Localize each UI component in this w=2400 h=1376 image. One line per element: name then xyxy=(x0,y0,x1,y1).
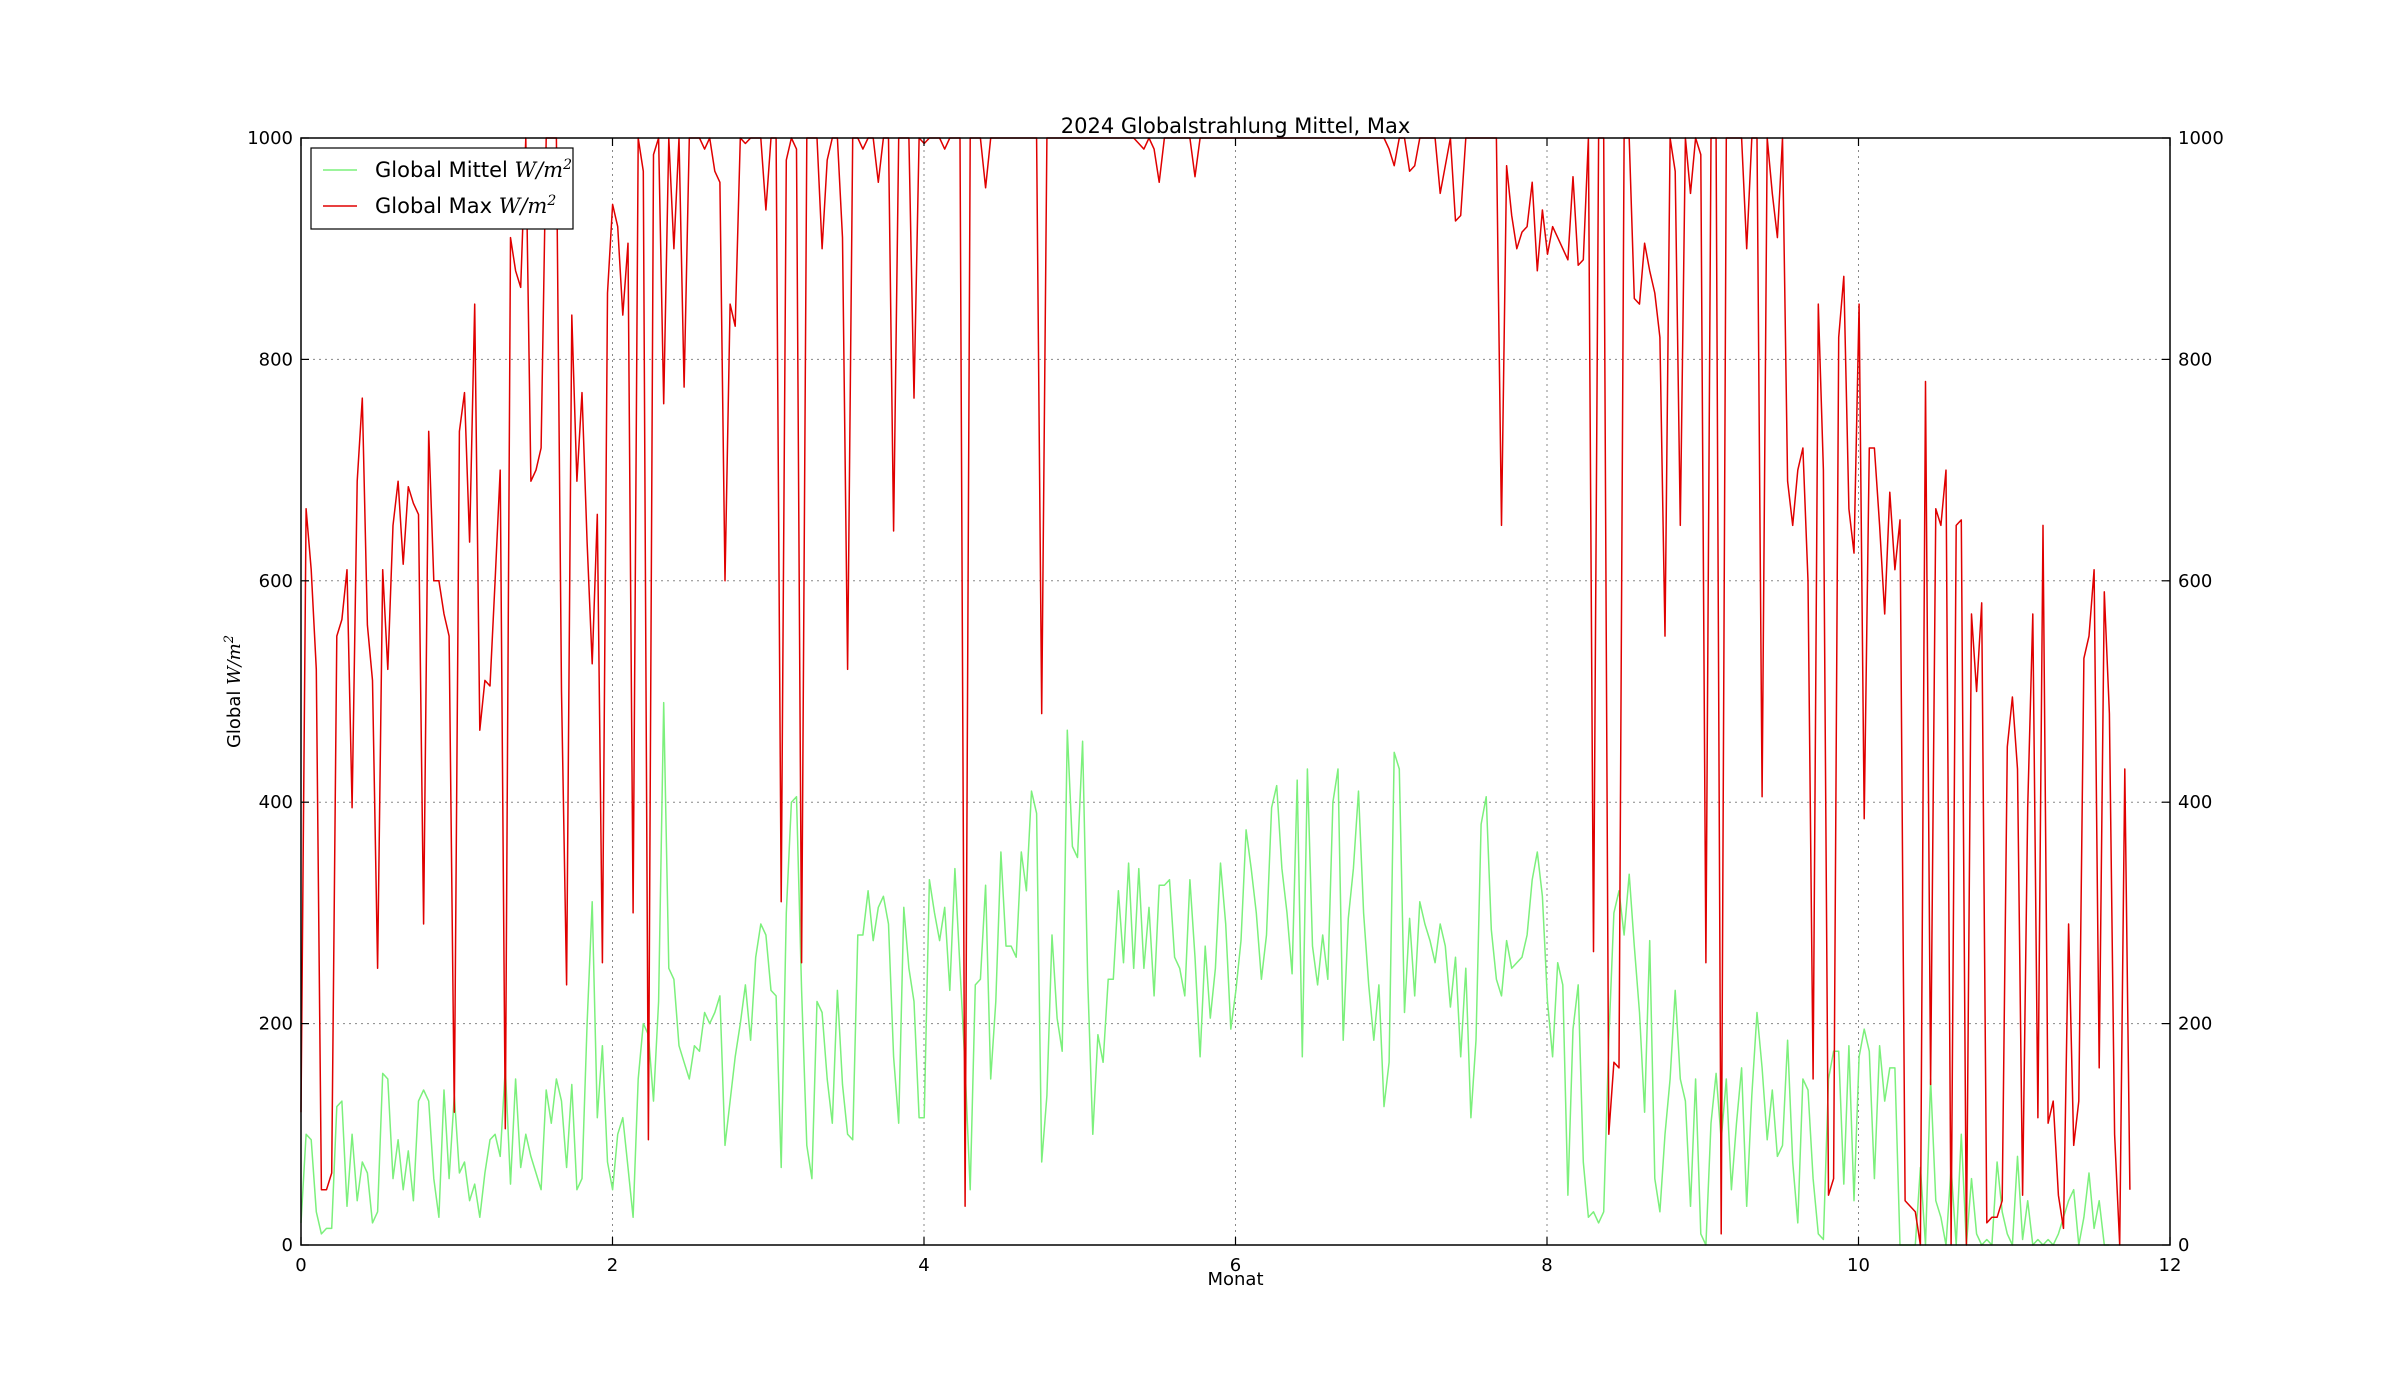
grid-lines xyxy=(301,138,2170,1245)
series-line-global-max xyxy=(300,137,2131,1246)
legend-box xyxy=(310,147,574,230)
x-tick-label: 6 xyxy=(1230,1255,1241,1276)
series-lines xyxy=(300,137,2131,1246)
chart-title: 2024 Globalstrahlung Mittel, Max xyxy=(1061,114,1411,138)
legend-entry-name: Global Max xyxy=(375,194,499,218)
y-axis-label-exponent: 2 xyxy=(222,635,237,644)
legend-entry-unit: W/m xyxy=(499,194,548,218)
x-axis-label: Monat xyxy=(1207,1269,1263,1290)
y-tick-label-left: 0 xyxy=(282,1235,293,1256)
x-tick-label: 4 xyxy=(918,1255,929,1276)
y-tick-label-right: 800 xyxy=(2178,349,2212,370)
legend-entry-exponent: 2 xyxy=(562,157,572,173)
y-tick-label-right: 1000 xyxy=(2178,128,2224,149)
y-tick-label-left: 600 xyxy=(259,571,293,592)
legend-entry-unit: W/m xyxy=(515,158,564,182)
y-tick-label-left: 200 xyxy=(259,1014,293,1035)
legend-entry-name: Global Mittel xyxy=(375,158,515,182)
y-tick-label-left: 800 xyxy=(259,349,293,370)
x-tick-label: 12 xyxy=(2159,1255,2182,1276)
x-tick-label: 8 xyxy=(1541,1255,1552,1276)
x-tick-label: 10 xyxy=(1847,1255,1870,1276)
y-axis-label-unit: W/m xyxy=(224,643,245,685)
series-line-global-mittel xyxy=(300,701,2110,1246)
x-tick-label: 0 xyxy=(295,1255,306,1276)
y-axis-label: Global W/m2 xyxy=(222,635,245,748)
y-tick-label-left: 400 xyxy=(259,792,293,813)
y-tick-label-right: 600 xyxy=(2178,571,2212,592)
x-tick-label: 2 xyxy=(607,1255,618,1276)
legend-entry-label: Global Max W/m2 xyxy=(375,193,556,218)
y-tick-label-right: 0 xyxy=(2178,1235,2189,1256)
y-tick-label-right: 200 xyxy=(2178,1014,2212,1035)
y-tick-label-right: 400 xyxy=(2178,792,2212,813)
legend-entry-exponent: 2 xyxy=(546,193,556,209)
y-tick-label-left: 1000 xyxy=(247,128,293,149)
y-axis-label-text: Global xyxy=(224,685,245,748)
legend-entry-label: Global Mittel W/m2 xyxy=(375,157,572,182)
